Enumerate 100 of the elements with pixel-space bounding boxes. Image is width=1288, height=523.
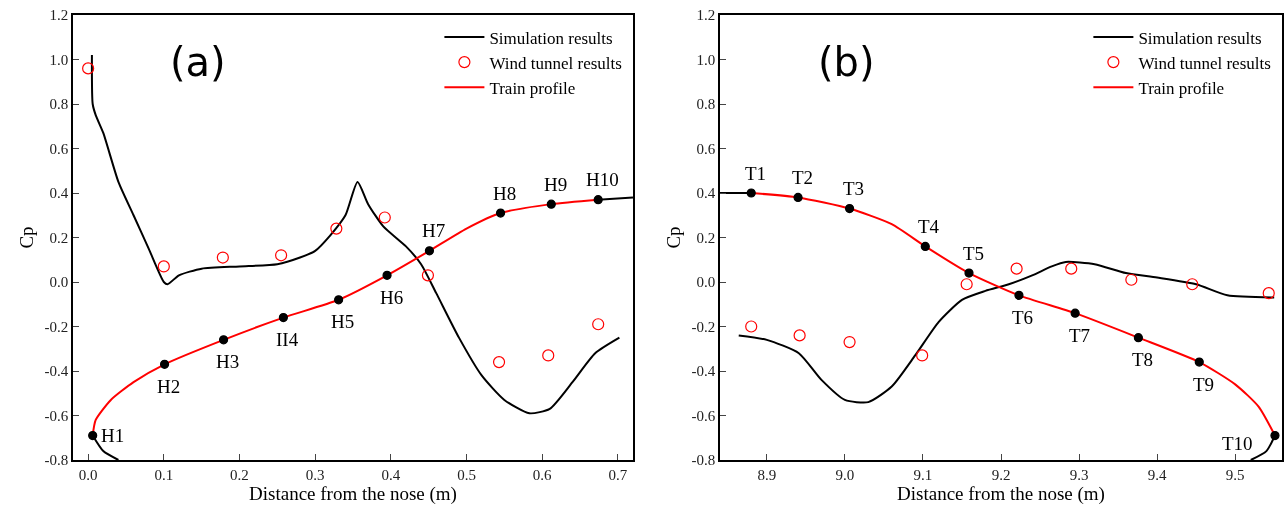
legend-label: Train profile	[489, 78, 576, 98]
point	[1065, 262, 1078, 275]
x-axis-title: Distance from the nose (m)	[249, 482, 457, 505]
point	[546, 199, 556, 209]
annotation: H10	[586, 169, 619, 190]
y-tick-label: 0.2	[696, 229, 716, 246]
annotation: T9	[1193, 374, 1215, 395]
point	[278, 313, 288, 323]
y-tick-label: 0.6	[49, 140, 69, 157]
y-axis-title: Cp	[662, 226, 684, 249]
point	[1262, 287, 1275, 300]
y-tick-label: 0.0	[49, 274, 69, 291]
x-tick-label: 9.5	[1225, 466, 1245, 483]
legend-label: Wind tunnel results	[489, 53, 622, 73]
point	[960, 278, 973, 291]
point	[275, 249, 288, 262]
y-tick-label: 0.6	[696, 140, 716, 157]
point	[82, 62, 95, 75]
legend-label: Simulation results	[1138, 28, 1262, 48]
annotation: T3	[843, 178, 865, 199]
y-tick-label: 0.8	[49, 96, 69, 113]
y-tick-label: -0.6	[691, 407, 716, 424]
y-tick-label: 1.2	[49, 7, 69, 24]
point	[378, 211, 391, 224]
y-tick-label: 0.8	[696, 96, 716, 113]
point	[334, 295, 344, 305]
x-tick-label: 0.1	[154, 466, 174, 483]
y-tick-label: 0.2	[49, 229, 69, 246]
point	[216, 251, 229, 264]
point	[1194, 357, 1204, 367]
y-tick-label: -0.4	[44, 363, 69, 380]
point	[793, 329, 806, 342]
point	[964, 268, 974, 278]
x-tick-label: 9.0	[835, 466, 855, 483]
x-tick-label: 0.4	[381, 466, 401, 483]
annotation: T8	[1132, 349, 1154, 370]
legend-label: Wind tunnel results	[1138, 53, 1271, 73]
x-tick-label: 0.7	[608, 466, 628, 483]
point	[1010, 262, 1023, 275]
point	[1070, 308, 1080, 318]
line-series	[737, 260, 1276, 404]
annotation: H7	[422, 220, 446, 241]
x-tick-label: 0.3	[305, 466, 325, 483]
annotation: H5	[331, 311, 355, 332]
legend-label: Train profile	[1138, 78, 1225, 98]
point	[330, 222, 343, 235]
y-tick-label: -0.4	[691, 363, 716, 380]
annotation: H2	[157, 376, 181, 397]
point	[492, 356, 506, 369]
x-tick-label: 0.2	[230, 466, 249, 483]
y-axis-title: Cp	[15, 226, 37, 249]
point	[88, 430, 98, 441]
point	[746, 188, 756, 198]
annotation: T6	[1012, 307, 1034, 328]
x-tick-label: 8.9	[757, 466, 777, 483]
y-tick-label: 0.4	[696, 185, 716, 202]
point	[593, 195, 603, 205]
x-tick-label: 0.0	[78, 466, 98, 483]
point	[424, 246, 435, 256]
point	[920, 241, 930, 251]
annotation: H9	[544, 174, 568, 195]
point	[745, 320, 758, 333]
annotation: T10	[1222, 433, 1253, 454]
point	[157, 260, 170, 273]
y-tick-label: 1.0	[696, 51, 716, 68]
point	[1133, 333, 1143, 343]
x-tick-label: 9.1	[913, 466, 933, 483]
annotation: T5	[963, 243, 985, 264]
annotation: T4	[918, 216, 940, 237]
y-tick-label: -0.8	[44, 452, 69, 469]
y-tick-label: 1.2	[696, 7, 716, 24]
y-tick-label: -0.8	[691, 452, 716, 469]
text: (b)	[818, 39, 875, 85]
point	[218, 335, 229, 345]
x-tick-label: 0.6	[532, 466, 553, 483]
point	[793, 192, 803, 203]
point	[495, 208, 506, 218]
x-tick-label: 0.5	[457, 466, 476, 483]
point	[421, 269, 435, 282]
point	[1270, 430, 1280, 441]
point	[159, 359, 170, 369]
annotation: H3	[216, 351, 240, 372]
point	[916, 349, 929, 362]
annotation: H8	[493, 183, 517, 204]
y-tick-label: 0.4	[49, 185, 69, 202]
x-tick-label: 9.4	[1147, 466, 1167, 483]
point	[843, 335, 856, 349]
annotation: T1	[745, 163, 767, 184]
annotation: H6	[380, 287, 404, 308]
x-axis-title: Distance from the nose (m)	[897, 482, 1105, 505]
legend-label: Simulation results	[489, 28, 613, 48]
x-tick-label: 9.3	[1069, 466, 1089, 483]
point	[592, 318, 605, 331]
annotation: II4	[276, 329, 299, 350]
annotation: T7	[1069, 325, 1091, 346]
y-tick-label: 0.0	[696, 274, 716, 291]
point	[1186, 278, 1199, 291]
x-tick-label: 9.2	[991, 466, 1011, 483]
point	[844, 203, 855, 214]
y-tick-label: -0.6	[44, 407, 69, 424]
